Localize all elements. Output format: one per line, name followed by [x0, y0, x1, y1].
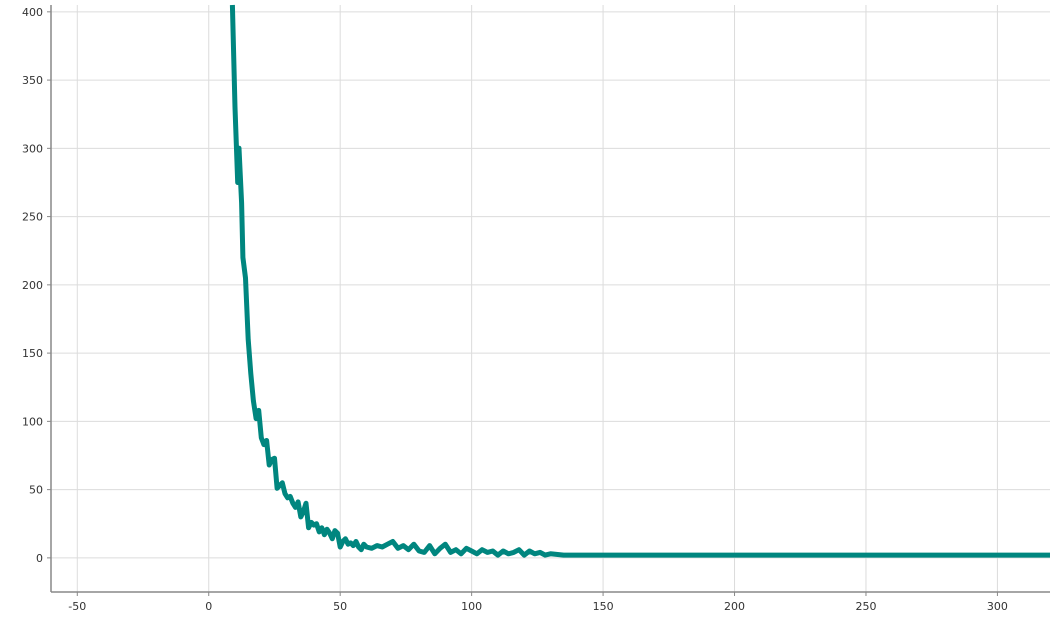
y-tick-label: 350: [22, 74, 43, 87]
x-tick-label: 250: [855, 600, 876, 613]
x-tick-label: 50: [333, 600, 347, 613]
x-tick-label: 100: [461, 600, 482, 613]
y-tick-label: 0: [36, 552, 43, 565]
series-line: [229, 4, 1050, 558]
series-group: [229, 4, 1050, 558]
y-tick-label: 300: [22, 142, 43, 155]
y-tick-label: 150: [22, 347, 43, 360]
x-tick-label: 200: [724, 600, 745, 613]
x-tick-label: -50: [68, 600, 86, 613]
y-tick-label: 100: [22, 415, 43, 428]
grid-lines: [51, 5, 1050, 592]
x-axis-ticks: -50 0 50 100 150 200 250 300: [68, 592, 1008, 613]
y-tick-label: 250: [22, 211, 43, 224]
x-tick-label: 0: [205, 600, 212, 613]
x-tick-label: 300: [987, 600, 1008, 613]
y-tick-label: 200: [22, 279, 43, 292]
x-tick-label: 150: [593, 600, 614, 613]
y-tick-label: 50: [29, 484, 43, 497]
y-axis-ticks: 0 50 100 150 200 250 300 350 400: [22, 6, 51, 565]
y-tick-label: 400: [22, 6, 43, 19]
axes: [50, 5, 1050, 593]
